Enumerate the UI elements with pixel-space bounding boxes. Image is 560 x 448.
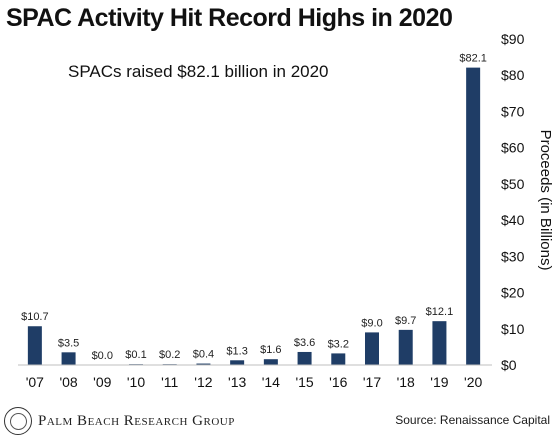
chart-annotation: SPACs raised $82.1 billion in 2020	[68, 62, 329, 81]
data-labels-layer: $10.7 $3.5 $0.0 $0.1 $0.2 $0.4 $1.3 $1.6 $3.6 $3.…	[21, 53, 487, 362]
data-label-4: $0.2	[159, 349, 180, 361]
data-label-2: $0.0	[92, 350, 113, 362]
x-tick-7: '14	[262, 374, 280, 390]
y-tick-6: $60	[501, 140, 525, 156]
x-tick-5: '12	[194, 374, 212, 390]
data-label-9: $3.2	[328, 338, 349, 350]
x-tick-labels: '07 '08 '09 '10 '11 '12 '13 '14 '15 '16 '17 '18 '19 '…	[26, 374, 483, 390]
y-tick-0: $0	[501, 357, 517, 373]
bar-12	[432, 321, 447, 365]
y-tick-2: $20	[501, 285, 525, 301]
data-label-1: $3.5	[58, 337, 79, 349]
x-tick-2: '09	[93, 374, 111, 390]
data-label-10: $9.0	[361, 317, 382, 329]
data-label-3: $0.1	[125, 349, 146, 361]
chart-title: SPAC Activity Hit Record Highs in 2020	[6, 4, 453, 32]
bar-7	[263, 359, 278, 365]
x-tick-11: '18	[397, 374, 415, 390]
x-tick-6: '13	[228, 374, 246, 390]
bar-5	[196, 363, 211, 365]
bar-10	[365, 332, 379, 365]
y-tick-5: $50	[501, 176, 525, 192]
y-tick-3: $30	[501, 248, 525, 264]
x-tick-4: '11	[161, 374, 178, 390]
y-axis: $0 $10 $20 $30 $40 $50 $60 $70 $80 $90	[501, 31, 525, 373]
data-label-6: $1.3	[226, 345, 247, 357]
data-label-12: $12.1	[426, 306, 454, 318]
x-tick-8: '15	[295, 374, 313, 390]
seal-icon	[4, 407, 32, 435]
brand-logo: PALM BEACH RESEARCH GROUP	[4, 406, 235, 436]
y-axis-title: Proceeds (in Billions)	[537, 130, 554, 271]
x-tick-10: '17	[363, 374, 381, 390]
x-tick-13: '20	[464, 374, 482, 390]
data-label-0: $10.7	[21, 311, 49, 323]
bar-8	[297, 351, 312, 365]
bar-6	[230, 360, 245, 365]
x-tick-9: '16	[329, 374, 347, 390]
bar-11	[398, 329, 413, 365]
x-tick-12: '19	[430, 374, 448, 390]
bars-layer	[27, 67, 481, 366]
y-tick-8: $80	[501, 67, 525, 83]
y-tick-9: $90	[501, 31, 525, 47]
data-label-11: $9.7	[395, 315, 416, 327]
x-tick-0: '07	[26, 374, 44, 390]
y-tick-4: $40	[501, 212, 525, 228]
y-tick-1: $10	[501, 321, 525, 337]
x-tick-3: '10	[127, 374, 145, 390]
data-label-8: $3.6	[294, 337, 315, 349]
source-note: Source: Renaissance Capital	[395, 413, 550, 427]
x-tick-1: '08	[59, 374, 77, 390]
bar-9	[331, 353, 346, 365]
brand-name: PALM BEACH RESEARCH GROUP	[38, 412, 235, 429]
bar-13	[466, 67, 481, 366]
bar-1	[61, 352, 76, 365]
data-label-13: $82.1	[459, 53, 487, 65]
data-label-5: $0.4	[193, 349, 214, 361]
data-label-7: $1.6	[260, 344, 281, 356]
y-tick-7: $70	[501, 103, 525, 119]
bar-0	[27, 326, 42, 365]
